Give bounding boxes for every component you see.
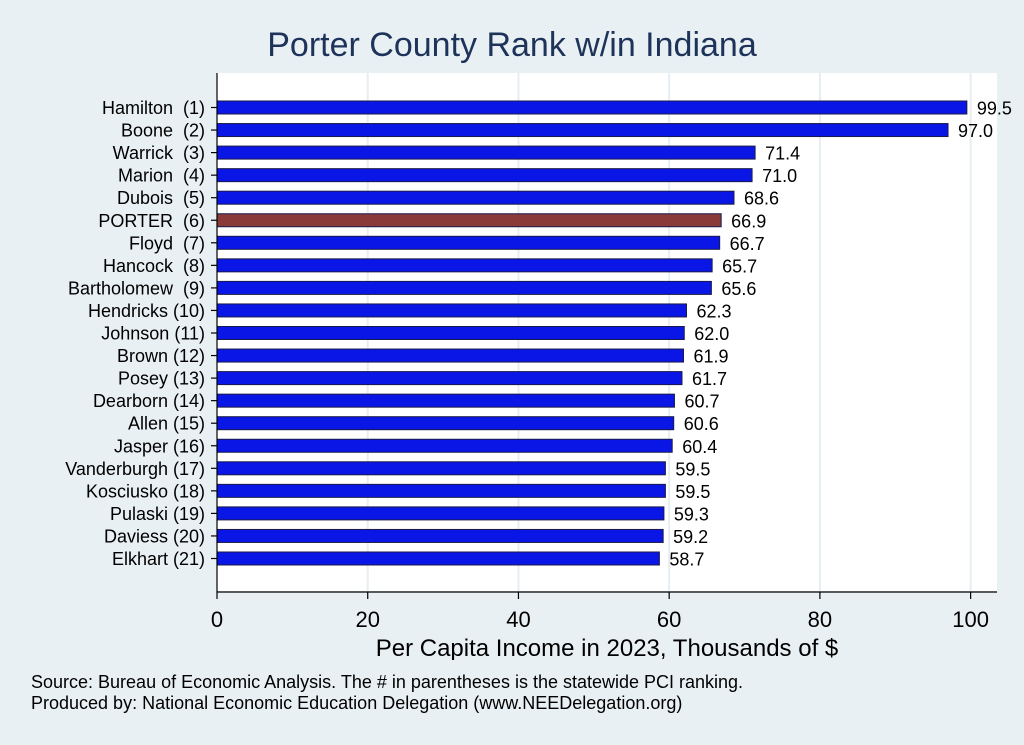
- value-label: 66.7: [730, 234, 765, 254]
- category-label: PORTER (6): [98, 211, 205, 231]
- category-label: Warrick (3): [113, 143, 205, 163]
- bars: Hamilton (1) 99.5 Boone (2) 97.0 Warrick (3)…: [65, 98, 1012, 570]
- value-label: 62.3: [697, 301, 732, 321]
- bar: [216, 528, 664, 543]
- x-tick-label: 0: [211, 607, 223, 632]
- value-label: 59.2: [673, 527, 708, 547]
- value-label: 68.6: [744, 189, 779, 209]
- value-label: 59.5: [675, 482, 710, 502]
- bar: [216, 145, 756, 160]
- value-label: 71.4: [765, 144, 800, 164]
- category-label: Hamilton (1): [102, 98, 205, 118]
- produced-by-text: Produced by: National Economic Education…: [31, 693, 683, 713]
- category-label: Marion (4): [118, 166, 205, 186]
- source-text: Source: Bureau of Economic Analysis. The…: [31, 672, 744, 692]
- bar: [216, 348, 684, 363]
- bar: [216, 280, 712, 295]
- value-label: 58.7: [669, 550, 704, 570]
- value-label: 60.6: [684, 414, 719, 434]
- category-label: Boone (2): [121, 121, 205, 141]
- category-label: Bartholomew (9): [68, 278, 205, 298]
- category-label: Kosciusko (18): [86, 481, 205, 501]
- value-label: 62.0: [694, 324, 729, 344]
- value-label: 59.3: [674, 504, 709, 524]
- category-label: Hancock (8): [103, 256, 205, 276]
- axes: 0 20 40 60 80 100: [211, 73, 997, 632]
- x-tick-label: 40: [506, 607, 530, 632]
- category-label: Pulaski (19): [110, 504, 205, 524]
- bar: [216, 483, 666, 498]
- bar: [216, 190, 735, 205]
- value-label: 61.9: [693, 347, 728, 367]
- x-axis-label: Per Capita Income in 2023, Thousands of …: [376, 635, 839, 660]
- x-tick-label: 60: [657, 607, 681, 632]
- category-label: Posey (13): [118, 369, 205, 389]
- source-note: Source: Bureau of Economic Analysis. The…: [31, 672, 743, 714]
- value-label: 60.4: [682, 437, 717, 457]
- bar-chart: Hamilton (1) 99.5 Boone (2) 97.0 Warrick (3)…: [65, 73, 1012, 660]
- bar: [216, 168, 753, 183]
- category-label: Allen (15): [128, 414, 205, 434]
- x-tick-label: 20: [355, 607, 379, 632]
- bar: [216, 258, 713, 273]
- bar: [216, 393, 675, 408]
- bar: [216, 416, 675, 431]
- category-label: Dearborn (14): [93, 391, 205, 411]
- x-tick-label: 100: [952, 607, 989, 632]
- chart-title: Porter County Rank w/in Indiana: [267, 26, 757, 64]
- category-label: Floyd (7): [129, 233, 205, 253]
- category-label: Elkhart (21): [112, 549, 205, 569]
- category-label: Jasper (16): [114, 436, 205, 456]
- bar: [216, 506, 665, 521]
- category-label: Hendricks (10): [88, 301, 205, 321]
- bar-highlight: [216, 213, 722, 228]
- x-tick-label: 80: [808, 607, 832, 632]
- value-label: 59.5: [675, 459, 710, 479]
- bar: [216, 551, 660, 566]
- value-label: 97.0: [958, 121, 993, 141]
- bar: [216, 235, 721, 250]
- value-label: 65.7: [722, 256, 757, 276]
- value-label: 99.5: [977, 99, 1012, 119]
- category-label: Daviess (20): [104, 526, 205, 546]
- category-label: Brown (12): [117, 346, 205, 366]
- value-label: 71.0: [762, 166, 797, 186]
- bar: [216, 303, 688, 318]
- bar: [216, 123, 949, 138]
- bar: [216, 371, 683, 386]
- bar: [216, 100, 968, 115]
- value-label: 66.9: [731, 211, 766, 231]
- category-label: Dubois (5): [117, 188, 205, 208]
- bar: [216, 326, 685, 340]
- bar: [216, 461, 666, 476]
- value-label: 65.6: [721, 279, 756, 299]
- category-label: Vanderburgh (17): [65, 459, 205, 479]
- value-label: 61.7: [692, 369, 727, 389]
- category-label: Johnson (11): [101, 324, 205, 344]
- bar: [216, 438, 673, 453]
- value-label: 60.7: [684, 392, 719, 412]
